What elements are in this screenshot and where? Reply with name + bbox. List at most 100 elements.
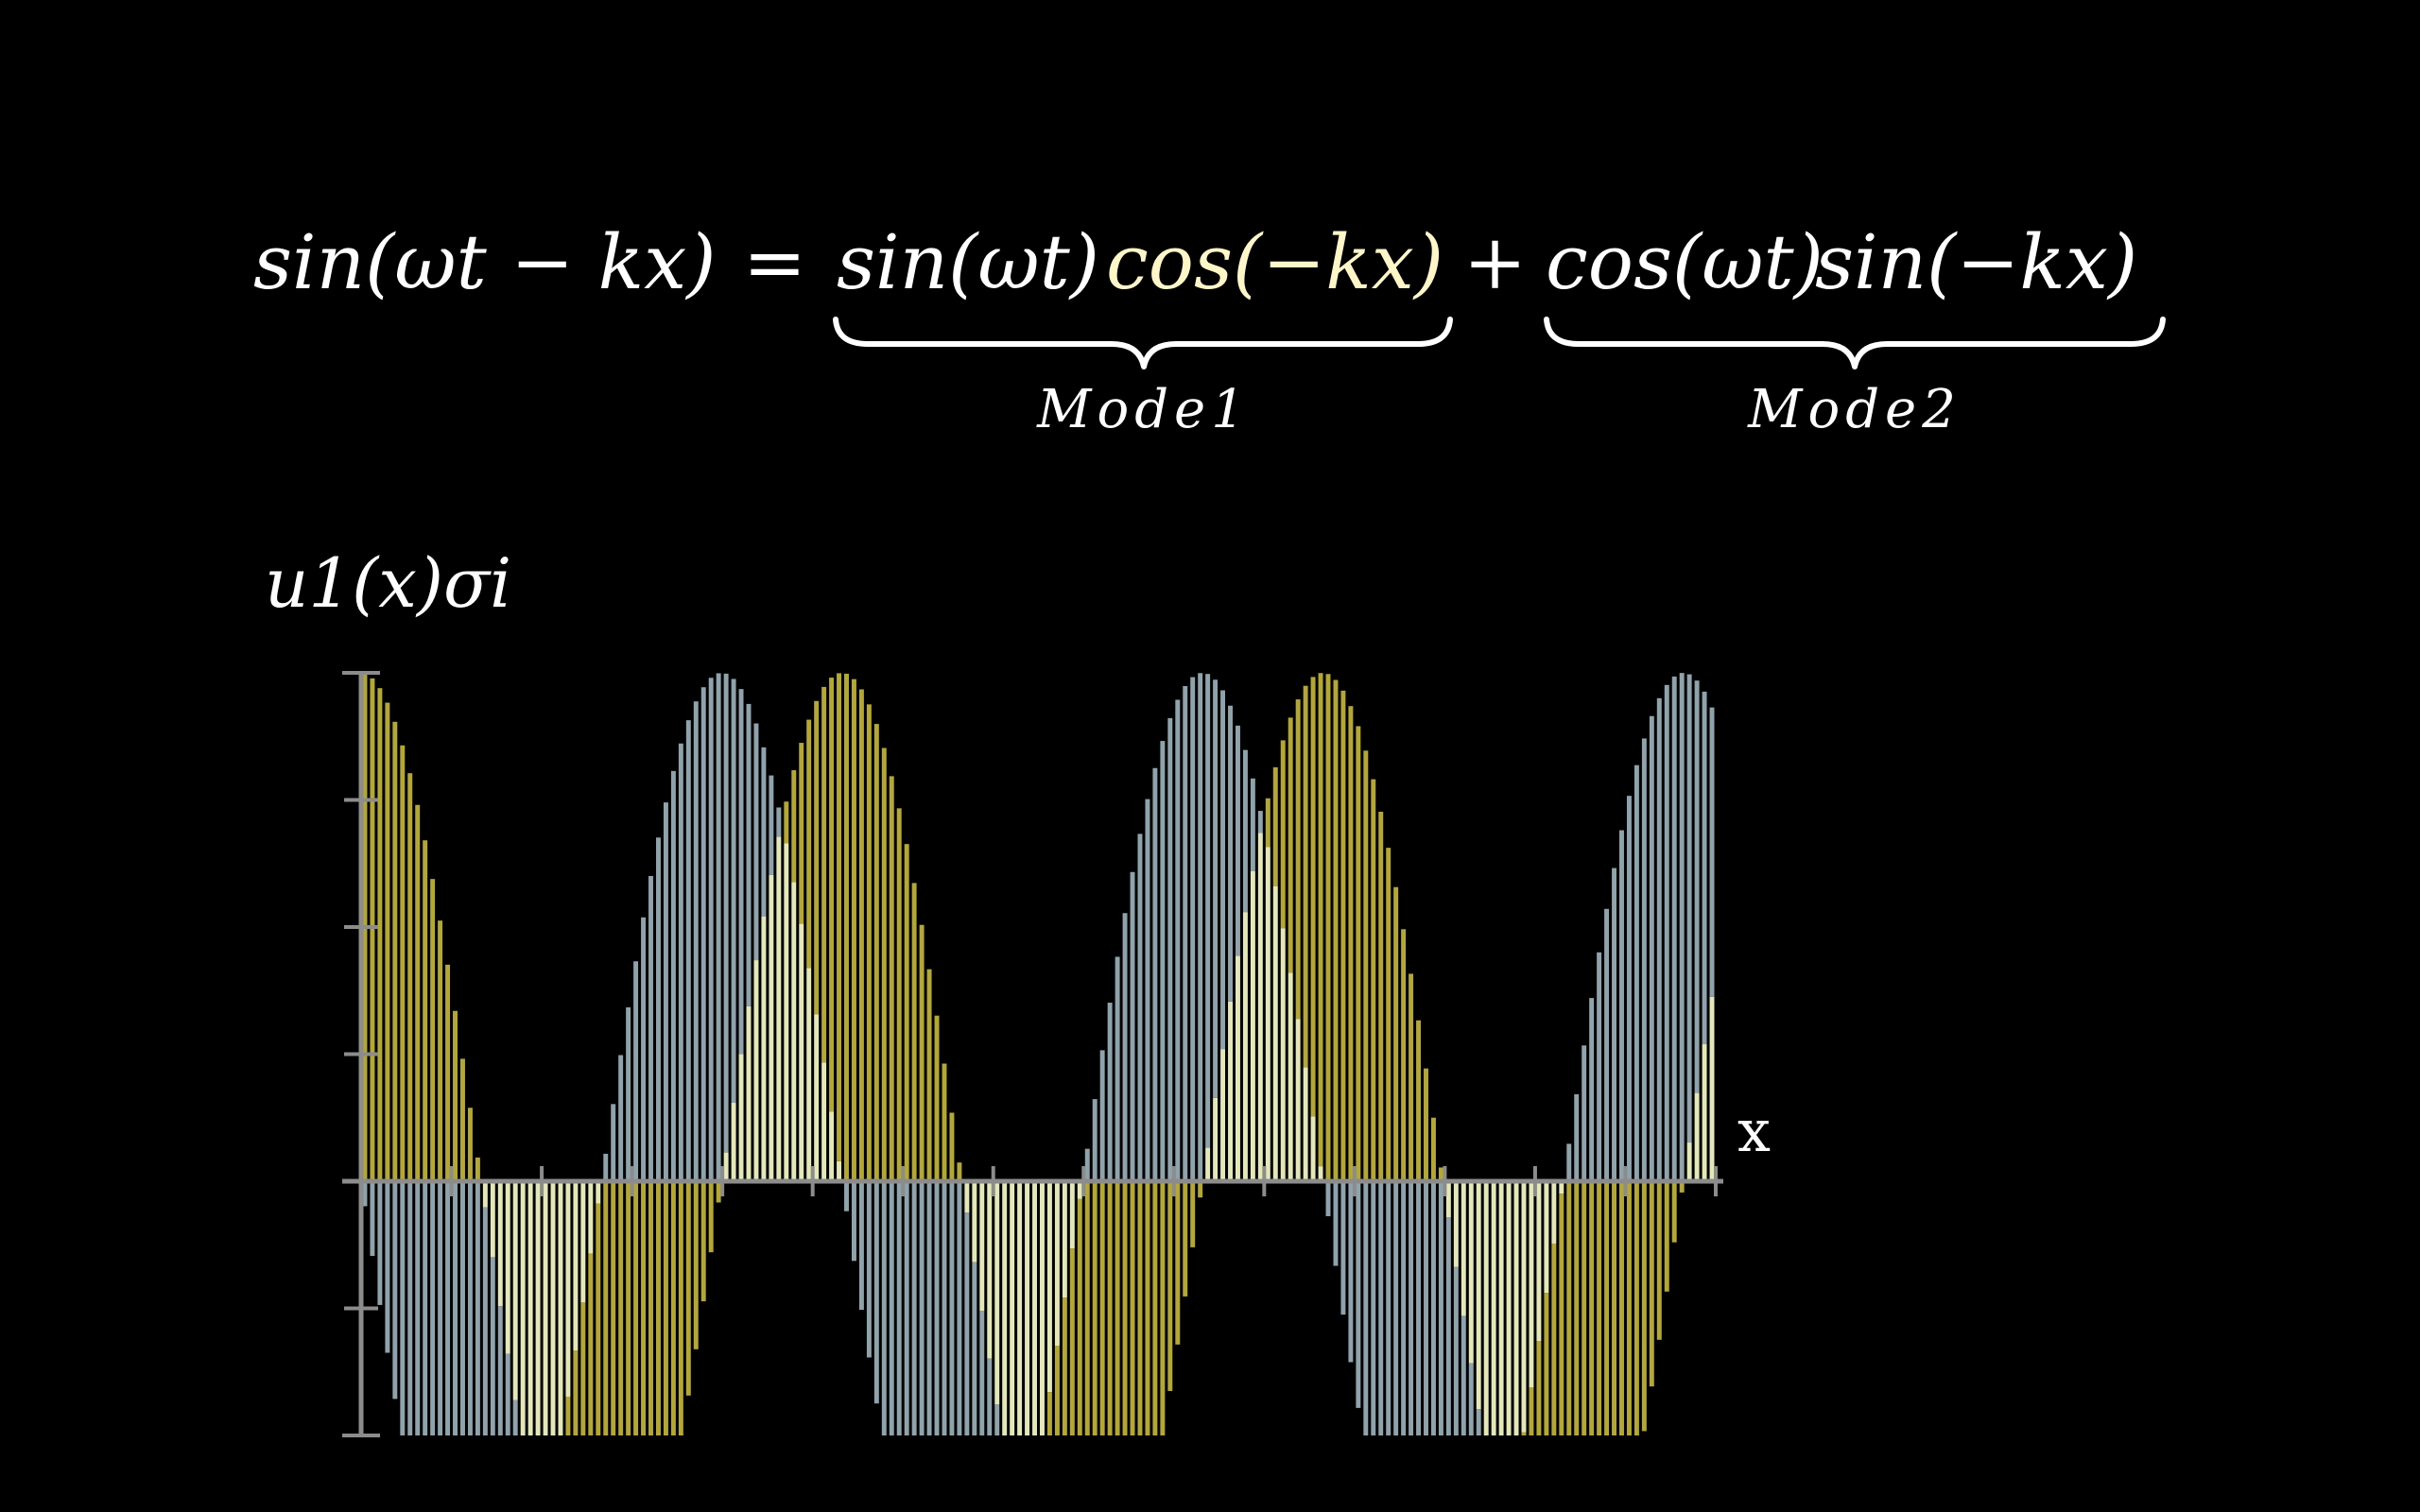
bar-mode2 — [445, 1181, 451, 1435]
bar-mode2 — [1257, 811, 1263, 833]
bar-mode1 — [858, 689, 864, 1181]
bar-mode2 — [889, 1181, 894, 1435]
bar-mode2 — [904, 1181, 909, 1435]
bar-mode2 — [415, 1181, 421, 1435]
bar-mode1 — [1363, 750, 1369, 1181]
bar-overlap — [1288, 972, 1293, 1181]
bar-mode1 — [949, 1112, 955, 1181]
bar-overlap — [1002, 1181, 1008, 1435]
bar-mode1 — [573, 1350, 579, 1435]
bar-overlap — [821, 1062, 827, 1181]
bar-mode1 — [873, 724, 879, 1181]
bar-mode2 — [1393, 1181, 1399, 1435]
bar-mode1 — [700, 1181, 706, 1302]
bar-mode1 — [1062, 1297, 1067, 1435]
bar-mode2 — [731, 679, 736, 1104]
bar-mode1 — [641, 1181, 647, 1435]
bar-overlap — [1445, 1181, 1451, 1218]
bar-mode1 — [1115, 1181, 1120, 1435]
bar-overlap — [497, 1181, 503, 1307]
bar-overlap — [527, 1181, 533, 1435]
bar-mode1 — [407, 773, 413, 1181]
bar-mode1 — [1597, 1181, 1602, 1435]
bar-mode2 — [1604, 908, 1610, 1181]
bar-mode2 — [490, 1257, 495, 1435]
bar-overlap — [596, 1181, 601, 1204]
bar-mode2 — [407, 1181, 413, 1435]
bar-mode2 — [430, 1181, 436, 1435]
bar-mode1 — [467, 1108, 473, 1181]
bar-mode2 — [942, 1181, 947, 1435]
bar-mode1 — [1401, 929, 1407, 1181]
bar-mode2 — [1205, 674, 1211, 1148]
bar-mode2 — [1626, 796, 1632, 1181]
bar-mode1 — [1544, 1293, 1549, 1435]
bar-mode1 — [685, 1181, 691, 1396]
bar-mode2 — [1468, 1363, 1474, 1435]
equation-plus: + — [1463, 218, 1527, 306]
bar-mode1 — [1634, 1181, 1639, 1435]
bar-mode1 — [438, 920, 443, 1181]
bar-mode2 — [1371, 1181, 1376, 1435]
bar-mode1 — [1536, 1341, 1542, 1435]
bar-mode1 — [656, 1181, 661, 1435]
bar-mode2 — [881, 1181, 887, 1435]
bar-overlap — [731, 1103, 736, 1181]
bar-overlap — [1476, 1181, 1481, 1410]
bar-mode1 — [1386, 848, 1392, 1181]
bar-mode1 — [1265, 798, 1270, 848]
bar-overlap — [1062, 1181, 1067, 1298]
bar-mode1 — [896, 808, 902, 1181]
bar-mode1 — [1107, 1181, 1113, 1435]
bar-mode1 — [1295, 699, 1301, 1020]
bar-mode1 — [889, 776, 894, 1181]
bar-mode2 — [926, 1181, 932, 1435]
bar-mode2 — [1679, 673, 1685, 1181]
bar-mode2 — [1430, 1181, 1436, 1435]
bar-mode2 — [873, 1181, 879, 1404]
bar-overlap — [1213, 1097, 1219, 1181]
bar-mode1 — [844, 673, 849, 1181]
bar-mode2 — [776, 807, 782, 837]
bar-mode2 — [1242, 749, 1248, 913]
bar-mode1 — [1333, 679, 1339, 1181]
bar-mode1 — [1551, 1243, 1557, 1435]
bar-mode1 — [791, 770, 797, 883]
bar-mode2 — [438, 1181, 443, 1435]
bar-mode2 — [453, 1181, 458, 1435]
bar-mode1 — [1280, 740, 1286, 929]
bar-mode1 — [475, 1157, 480, 1181]
bar-overlap — [1513, 1181, 1519, 1435]
bar-overlap — [512, 1181, 518, 1400]
bar-mode1 — [814, 700, 820, 1015]
bar-mode2 — [844, 1181, 849, 1211]
bar-mode2 — [1190, 677, 1196, 1181]
bar-mode1 — [837, 673, 841, 1161]
bar-mode2 — [1401, 1181, 1407, 1435]
bar-mode1 — [1393, 886, 1399, 1181]
bar-mode1 — [784, 801, 789, 844]
bar-mode2 — [1597, 952, 1602, 1181]
bar-overlap — [490, 1181, 495, 1258]
bar-mode1 — [1160, 1181, 1166, 1435]
bar-mode2 — [987, 1358, 993, 1435]
bar-mode2 — [858, 1181, 864, 1311]
bar-overlap — [1536, 1181, 1542, 1342]
bar-overlap — [1461, 1181, 1466, 1316]
bar-mode2 — [1634, 765, 1639, 1181]
bar-mode2 — [1641, 738, 1647, 1181]
bar-mode2 — [1160, 741, 1166, 1181]
bar-mode2 — [1145, 799, 1150, 1181]
term2-sin-neg-kx: sin(−kx) — [1815, 218, 2137, 306]
bar-overlap — [1272, 885, 1278, 1181]
bar-mode1 — [670, 1181, 676, 1435]
bar-overlap — [1506, 1181, 1512, 1435]
equation: sin(ωt − kx) = sin(ωt) cos(−kx) + cos(ωt… — [253, 218, 2166, 440]
bar-overlap — [776, 836, 782, 1181]
bar-mode2 — [761, 747, 767, 917]
bar-mode2 — [1453, 1266, 1459, 1435]
bar-overlap — [979, 1181, 985, 1312]
bar-overlap — [1551, 1181, 1557, 1244]
bar-overlap — [769, 874, 774, 1181]
bar-mode2 — [482, 1207, 488, 1435]
